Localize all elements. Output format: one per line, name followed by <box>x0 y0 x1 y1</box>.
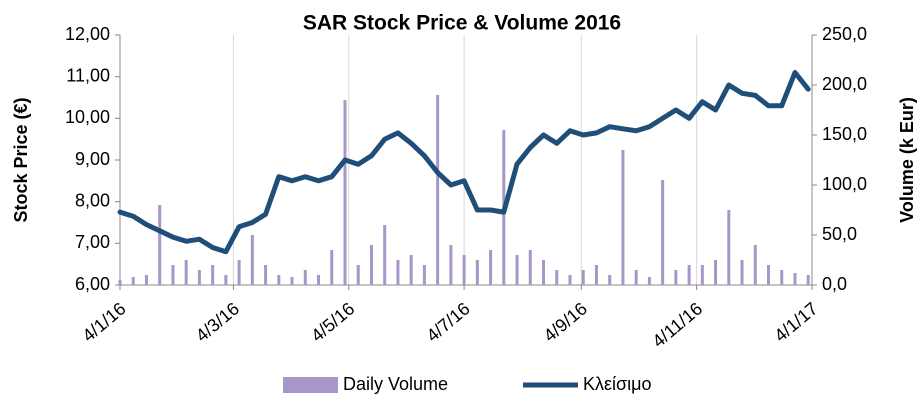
volume-bar <box>608 275 612 285</box>
legend-label: Daily Volume <box>343 374 448 394</box>
volume-bar <box>303 270 307 285</box>
volume-bar <box>396 260 400 285</box>
volume-bar <box>197 270 201 285</box>
legend-label: Κλείσιμο <box>583 374 652 394</box>
volume-bar <box>118 280 122 285</box>
volume-bar <box>753 245 757 285</box>
volume-bar <box>700 265 704 285</box>
volume-bar <box>237 260 241 285</box>
volume-bar <box>131 277 135 285</box>
volume-bar <box>449 245 453 285</box>
volume-bar <box>647 277 651 285</box>
y2-axis-title: Volume (k Eur) <box>897 97 917 223</box>
volume-bar <box>793 273 797 285</box>
volume-bar <box>277 275 281 285</box>
y-tick-label: 9,00 <box>75 149 110 169</box>
y-axis-title: Stock Price (€) <box>11 97 31 222</box>
volume-bar <box>158 205 162 285</box>
volume-bar <box>369 245 373 285</box>
volume-bar <box>634 270 638 285</box>
volume-bar <box>528 250 532 285</box>
volume-bar <box>581 270 585 285</box>
x-tick-label: 4/9/16 <box>540 298 591 345</box>
volume-bar <box>290 277 294 285</box>
y2-tick-label: 100,0 <box>822 174 867 194</box>
price-line <box>117 70 811 255</box>
volume-bar <box>727 210 731 285</box>
y-tick-label: 7,00 <box>75 232 110 252</box>
volume-bar <box>171 265 175 285</box>
volume-bar <box>568 275 572 285</box>
volume-bar <box>144 275 148 285</box>
x-tick-label: 4/3/16 <box>192 298 243 345</box>
legend-swatch <box>283 377 338 393</box>
volume-bar <box>594 265 598 285</box>
volume-bar <box>250 235 254 285</box>
volume-bar <box>343 100 347 285</box>
volume-bar <box>224 275 228 285</box>
chart-title: SAR Stock Price & Volume 2016 <box>303 12 621 35</box>
y-tick-label: 11,00 <box>66 65 110 85</box>
volume-bar <box>264 265 268 285</box>
y2-tick-label: 50,0 <box>822 224 857 244</box>
y-tick-label: 12,00 <box>65 24 110 44</box>
volume-bar <box>475 260 479 285</box>
volume-bar <box>661 180 665 285</box>
y2-tick-label: 200,0 <box>822 74 867 94</box>
y2-tick-label: 0,0 <box>822 274 847 294</box>
volume-bar <box>714 260 718 285</box>
y-tick-label: 10,00 <box>65 107 110 127</box>
volume-bar <box>409 255 413 285</box>
x-tick-label: 4/1/17 <box>770 298 821 345</box>
volume-bar <box>436 95 440 285</box>
volume-bar <box>317 275 321 285</box>
volume-bar <box>383 225 387 285</box>
volume-bar <box>489 250 493 285</box>
volume-bar <box>767 265 771 285</box>
volume-bar <box>780 270 784 285</box>
x-tick-label: 4/1/16 <box>78 298 129 345</box>
volume-bar <box>621 150 625 285</box>
y-tick-label: 8,00 <box>75 190 110 210</box>
volume-bar <box>555 270 559 285</box>
volume-bar <box>674 270 678 285</box>
volume-bar <box>184 260 188 285</box>
volume-bar <box>687 265 691 285</box>
volume-bar <box>542 260 546 285</box>
y2-tick-label: 150,0 <box>822 124 867 144</box>
y2-tick-label: 250,0 <box>822 24 867 44</box>
x-tick-label: 4/7/16 <box>423 298 474 345</box>
x-tick-label: 4/5/16 <box>307 298 358 345</box>
y-tick-label: 6,00 <box>75 274 110 294</box>
volume-bar <box>211 265 215 285</box>
volume-bar <box>356 265 360 285</box>
volume-bar <box>422 265 426 285</box>
volume-bar <box>806 275 810 285</box>
volume-bar <box>740 260 744 285</box>
x-tick-label: 4/11/16 <box>648 298 706 351</box>
volume-bar <box>515 255 519 285</box>
volume-bar <box>330 250 334 285</box>
volume-bar <box>462 255 466 285</box>
